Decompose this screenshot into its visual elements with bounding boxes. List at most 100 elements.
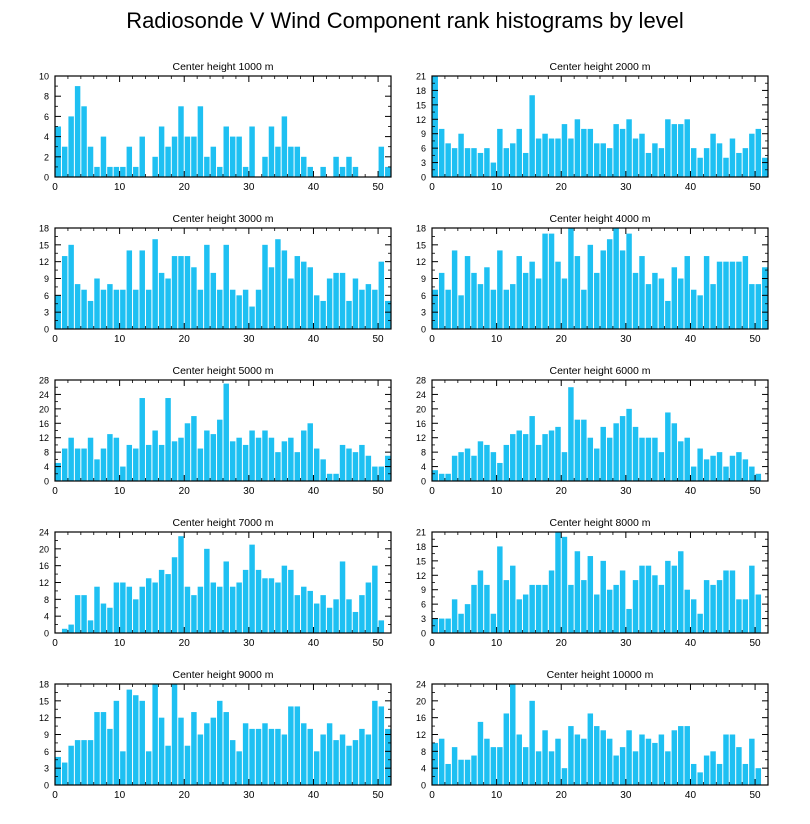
bar — [626, 233, 632, 329]
bar — [120, 582, 126, 633]
bar — [152, 156, 158, 177]
y-tick-label: 20 — [416, 696, 426, 706]
bar — [749, 133, 755, 177]
bar — [61, 146, 68, 177]
x-tick-label: 20 — [556, 790, 568, 801]
bar — [471, 584, 477, 633]
bar — [275, 728, 281, 785]
bar — [445, 763, 451, 785]
bar — [613, 124, 619, 177]
bar — [742, 256, 749, 329]
bar — [555, 426, 561, 481]
bar — [107, 166, 113, 177]
y-tick-label: 12 — [39, 433, 49, 443]
bar — [445, 618, 451, 633]
bar — [639, 734, 645, 785]
bar — [184, 256, 191, 329]
bar — [497, 250, 503, 329]
bar — [249, 306, 255, 329]
bar — [535, 444, 542, 481]
y-tick-label: 0 — [44, 781, 49, 791]
bar — [268, 126, 275, 177]
bar — [716, 452, 723, 481]
bar — [703, 755, 710, 785]
bar — [133, 448, 139, 481]
bar — [497, 546, 503, 633]
bar — [464, 148, 471, 177]
bar — [522, 747, 529, 786]
bar — [145, 751, 152, 785]
bar — [307, 267, 313, 329]
y-tick-label: 6 — [421, 600, 426, 610]
bar — [249, 126, 255, 177]
bar — [587, 556, 594, 633]
bar — [94, 166, 100, 177]
bar — [451, 747, 458, 786]
bar — [81, 448, 87, 481]
bar — [742, 599, 749, 633]
bar — [120, 289, 126, 329]
bar — [690, 289, 697, 329]
bar — [510, 565, 516, 633]
x-tick-label: 30 — [620, 638, 632, 649]
y-tick-label: 4 — [421, 764, 426, 774]
bar — [268, 267, 275, 329]
bar — [762, 157, 768, 177]
bar — [133, 695, 139, 785]
bar — [197, 734, 204, 785]
bar — [458, 613, 464, 633]
x-tick-label: 10 — [491, 638, 503, 649]
bar — [249, 430, 255, 481]
bar — [68, 745, 74, 785]
x-tick-label: 40 — [685, 334, 697, 345]
bar — [178, 106, 184, 177]
bar — [497, 462, 503, 481]
x-tick-label: 30 — [243, 790, 255, 801]
bar — [165, 574, 171, 633]
bar — [632, 580, 639, 633]
bar — [703, 459, 710, 481]
bar — [529, 700, 535, 785]
bar — [107, 728, 113, 785]
bar — [326, 723, 333, 785]
bar — [529, 584, 535, 633]
bar — [742, 148, 749, 177]
bar — [477, 570, 484, 633]
bar — [378, 261, 385, 329]
bar — [210, 272, 217, 329]
bar — [490, 452, 497, 481]
bar — [262, 156, 268, 177]
bar — [352, 740, 359, 785]
x-tick-label: 0 — [52, 638, 58, 649]
y-tick-label: 3 — [421, 614, 426, 624]
bar — [352, 278, 359, 329]
bar — [600, 560, 606, 633]
y-tick-label: 9 — [421, 274, 426, 284]
bar — [678, 441, 684, 481]
bar — [555, 738, 561, 785]
x-tick-label: 0 — [52, 790, 58, 801]
bar — [158, 444, 165, 481]
bar — [242, 569, 249, 634]
x-tick-label: 0 — [429, 182, 435, 193]
bar — [236, 437, 242, 481]
bar — [262, 244, 268, 329]
bar — [561, 452, 568, 481]
bar — [113, 700, 120, 785]
bar — [268, 437, 275, 481]
y-tick-label: 16 — [39, 419, 49, 429]
bar — [107, 607, 113, 633]
bar — [484, 584, 490, 633]
bar — [451, 148, 458, 177]
bar — [568, 228, 574, 329]
bar — [503, 713, 510, 785]
bar — [223, 126, 229, 177]
bar — [346, 599, 352, 633]
y-tick-label: 21 — [416, 72, 426, 82]
bar — [477, 284, 484, 329]
bar — [81, 595, 87, 634]
bar — [684, 589, 690, 633]
bar — [275, 582, 281, 633]
bar — [55, 756, 61, 785]
x-tick-label: 30 — [243, 638, 255, 649]
